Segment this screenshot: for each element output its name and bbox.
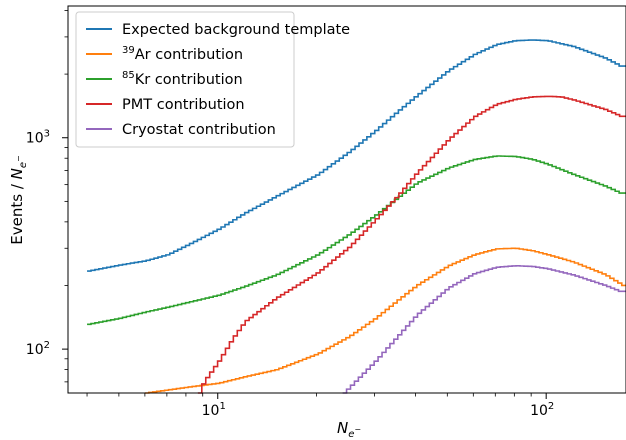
series-line-1 bbox=[144, 247, 626, 394]
series-line-4 bbox=[342, 265, 626, 394]
plot-frame bbox=[67, 5, 626, 394]
y-axis-label-subscript-sign: − bbox=[14, 155, 23, 162]
legend-label-2: 85Kr contribution bbox=[122, 70, 243, 88]
y-axis-label-n: N bbox=[8, 168, 26, 179]
legend-label-1: 39Ar contribution bbox=[122, 45, 243, 63]
x-axis-label-subscript: e bbox=[348, 429, 354, 440]
y-tick-label-1: 103 bbox=[26, 129, 50, 147]
x-axis-label-subscript-sign: − bbox=[354, 425, 361, 434]
x-axis-label: Ne− bbox=[337, 419, 361, 440]
x-tick-label-1: 102 bbox=[530, 401, 554, 419]
x-tick-label-0: 101 bbox=[202, 401, 226, 419]
series-line-0 bbox=[87, 39, 626, 272]
ticks-layer: 101 102 102 103 bbox=[26, 10, 554, 419]
legend-label-3: PMT contribution bbox=[122, 97, 245, 113]
y-tick-label-0: 102 bbox=[26, 340, 50, 358]
series-line-3 bbox=[197, 95, 626, 394]
x-axis-label-main: N bbox=[337, 419, 348, 437]
legend-label-4: Cryostat contribution bbox=[122, 122, 276, 138]
legend-label-0: Expected background template bbox=[122, 22, 350, 38]
legend-box bbox=[75, 11, 295, 148]
y-axis-label-main: Events / bbox=[8, 179, 26, 244]
y-axis-label: Events / Ne− bbox=[8, 155, 29, 244]
series-line-2 bbox=[87, 155, 626, 326]
series-layer bbox=[87, 39, 626, 394]
legend: Expected background template 39Ar contrib… bbox=[75, 11, 350, 148]
y-axis-label-subscript: e bbox=[18, 162, 29, 168]
